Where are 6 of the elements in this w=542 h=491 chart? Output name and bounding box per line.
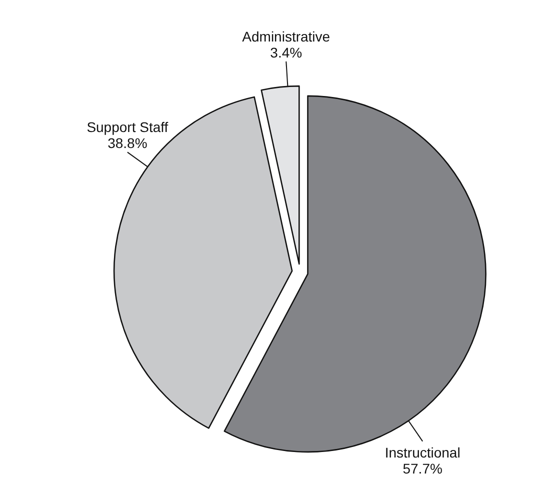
slice-label: Administrative <box>242 28 330 44</box>
slice-label: Support Staff <box>86 119 168 136</box>
slice-label: Instructional <box>384 444 460 460</box>
data-label: 57.7% <box>402 460 442 476</box>
data-label: 38.8% <box>108 135 148 152</box>
data-label: 3.4% <box>270 44 302 60</box>
